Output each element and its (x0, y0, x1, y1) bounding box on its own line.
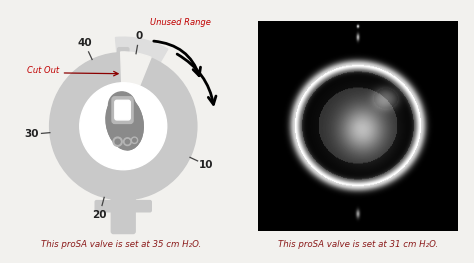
FancyBboxPatch shape (111, 196, 135, 234)
Text: Unused Range: Unused Range (150, 18, 211, 27)
Ellipse shape (109, 92, 135, 119)
Text: 40: 40 (77, 38, 92, 48)
Ellipse shape (107, 96, 143, 149)
FancyBboxPatch shape (112, 97, 133, 123)
Text: 20: 20 (92, 210, 107, 220)
Wedge shape (121, 52, 151, 86)
Text: 30: 30 (25, 129, 39, 139)
Wedge shape (50, 53, 197, 200)
Circle shape (80, 83, 167, 170)
Text: This proSA valve is set at 31 cm H₂O.: This proSA valve is set at 31 cm H₂O. (278, 240, 438, 249)
Ellipse shape (105, 95, 144, 150)
Text: 0: 0 (136, 31, 143, 41)
Circle shape (113, 137, 122, 146)
FancyBboxPatch shape (135, 201, 151, 212)
Ellipse shape (106, 96, 143, 150)
Text: Cut Out: Cut Out (27, 66, 59, 75)
Circle shape (131, 137, 137, 143)
FancyBboxPatch shape (115, 100, 130, 120)
Text: This proSA valve is set at 35 cm H₂O.: This proSA valve is set at 35 cm H₂O. (41, 240, 201, 249)
Text: 10: 10 (199, 160, 214, 170)
Circle shape (115, 139, 120, 144)
Circle shape (133, 139, 136, 142)
Wedge shape (116, 37, 168, 89)
Circle shape (125, 140, 129, 144)
FancyBboxPatch shape (95, 201, 112, 212)
FancyBboxPatch shape (118, 48, 129, 84)
Circle shape (124, 138, 131, 145)
